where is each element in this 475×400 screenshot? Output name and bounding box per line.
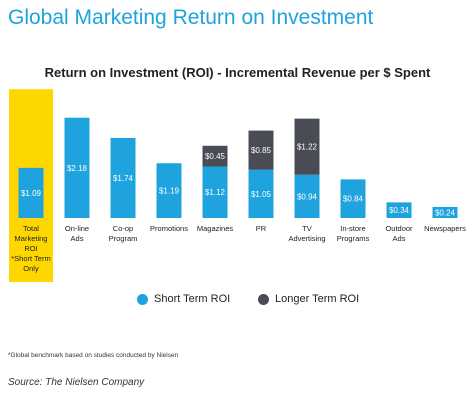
data-label-longer-term: $0.85: [251, 146, 272, 155]
data-label-short-term: $0.34: [389, 206, 410, 215]
data-label-short-term: $2.18: [67, 164, 88, 173]
category-label: Magazines: [197, 224, 234, 233]
legend-swatch-longer-term: [258, 293, 269, 305]
data-label-short-term: $1.19: [159, 187, 180, 196]
data-label-short-term: $0.84: [343, 195, 364, 204]
bar-longer-term: [248, 130, 274, 170]
chart-legend: Short Term ROI Longer Term ROI: [0, 293, 475, 309]
bar-short-term: [18, 167, 44, 218]
category-label: Promotions: [150, 224, 188, 233]
bar-short-term: [294, 174, 320, 218]
data-label-short-term: $1.09: [21, 189, 42, 198]
page-title: Global Marketing Return on Investment: [8, 6, 374, 29]
footnote: *Global benchmark based on studies condu…: [8, 352, 179, 359]
data-label-short-term: $1.05: [251, 190, 272, 199]
category-label: Programs: [337, 234, 370, 243]
bar-short-term: [110, 137, 136, 218]
bar-short-term: [202, 166, 228, 218]
category-label: PR: [256, 224, 267, 233]
source-credit: Source: The Nielsen Company: [8, 377, 145, 388]
bar-short-term: [64, 117, 90, 218]
chart-title: Return on Investment (ROI) - Incremental…: [44, 65, 431, 80]
bar-short-term: [248, 169, 274, 218]
category-label: Marketing: [15, 234, 48, 243]
bar-short-term: [386, 202, 412, 218]
legend-swatch-short-term: [137, 293, 148, 305]
category-label: Outdoor: [385, 224, 413, 233]
data-label-short-term: $1.12: [205, 188, 226, 197]
category-label: Newspapers: [424, 224, 466, 233]
legend-item-longer-term: Longer Term ROI: [258, 293, 359, 305]
category-label: Total: [23, 224, 39, 233]
legend-label-short-term: Short Term ROI: [154, 293, 231, 305]
category-label: Advertising: [288, 234, 325, 243]
category-label: Co-op: [113, 224, 133, 233]
data-label-short-term: $0.94: [297, 192, 318, 201]
category-label: In-store: [340, 224, 365, 233]
data-label-longer-term: $1.22: [297, 143, 318, 152]
data-label-short-term: $0.24: [435, 208, 456, 217]
bar-short-term: [340, 179, 366, 218]
bar-short-term: [432, 206, 458, 218]
data-label-short-term: $1.74: [113, 174, 134, 183]
legend-item-short-term: Short Term ROI: [137, 293, 230, 305]
legend-label-longer-term: Longer Term ROI: [275, 293, 360, 305]
category-label: ROI: [24, 244, 37, 253]
bar-longer-term: [294, 118, 320, 175]
data-label-longer-term: $0.45: [205, 152, 226, 161]
category-label: Ads: [71, 234, 84, 243]
category-label: Only: [23, 264, 39, 273]
category-label: Ads: [393, 234, 406, 243]
bar-longer-term: [202, 145, 228, 167]
category-label: TV: [302, 224, 312, 233]
bar-short-term: [156, 163, 182, 218]
category-label: Program: [109, 234, 138, 243]
category-label: *Short Term: [11, 254, 50, 263]
category-label: On-line: [65, 224, 89, 233]
